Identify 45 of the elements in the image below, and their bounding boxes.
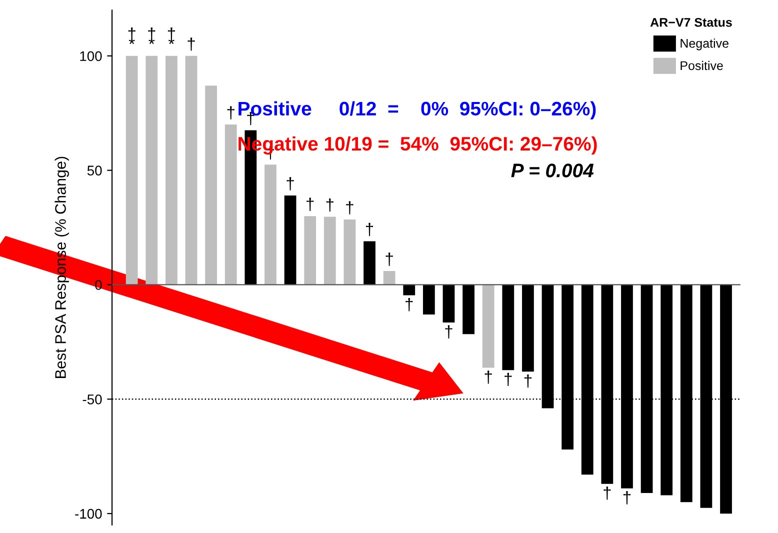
text: † xyxy=(386,252,393,266)
text: † xyxy=(286,177,294,190)
bar xyxy=(264,164,276,285)
text: † xyxy=(604,486,611,500)
bar xyxy=(146,56,158,285)
bar xyxy=(166,56,178,285)
text: † xyxy=(366,222,374,236)
legend-label: Positive xyxy=(680,60,723,70)
text: † xyxy=(346,201,354,214)
bar xyxy=(522,284,534,372)
text: † xyxy=(188,38,195,51)
bar xyxy=(442,284,455,322)
bar xyxy=(304,216,316,285)
bar xyxy=(224,124,237,285)
y-tick-label: 100 xyxy=(80,51,102,62)
legend-label: Negative xyxy=(680,38,728,50)
text: † xyxy=(406,298,413,312)
text: † xyxy=(306,198,314,211)
bar xyxy=(383,271,396,285)
text: † xyxy=(445,325,452,338)
bar xyxy=(344,220,356,285)
y-axis-title: Best PSA Response (% Change) xyxy=(54,156,69,378)
text: † xyxy=(524,374,532,388)
bar xyxy=(185,56,198,285)
bar xyxy=(502,284,514,370)
text: † xyxy=(623,491,631,504)
bar xyxy=(482,284,494,368)
bar xyxy=(126,56,138,285)
bar xyxy=(403,284,416,296)
bar xyxy=(462,284,474,334)
text: † xyxy=(484,370,492,384)
bar xyxy=(364,241,376,285)
y-tick-label: -100 xyxy=(75,508,102,519)
legend-title: AR−V7 Status xyxy=(650,18,732,27)
bar xyxy=(205,86,218,285)
text: † xyxy=(326,198,334,212)
y-tick-label: 0 xyxy=(95,280,102,290)
bar xyxy=(422,284,435,314)
y-tick-label: -50 xyxy=(82,394,102,404)
y-tick-label: 50 xyxy=(87,166,102,176)
bar xyxy=(324,216,336,285)
text: † xyxy=(227,106,234,120)
text: † xyxy=(504,372,512,386)
annotation: P = 0.004 xyxy=(511,164,594,178)
bar xyxy=(284,195,296,285)
